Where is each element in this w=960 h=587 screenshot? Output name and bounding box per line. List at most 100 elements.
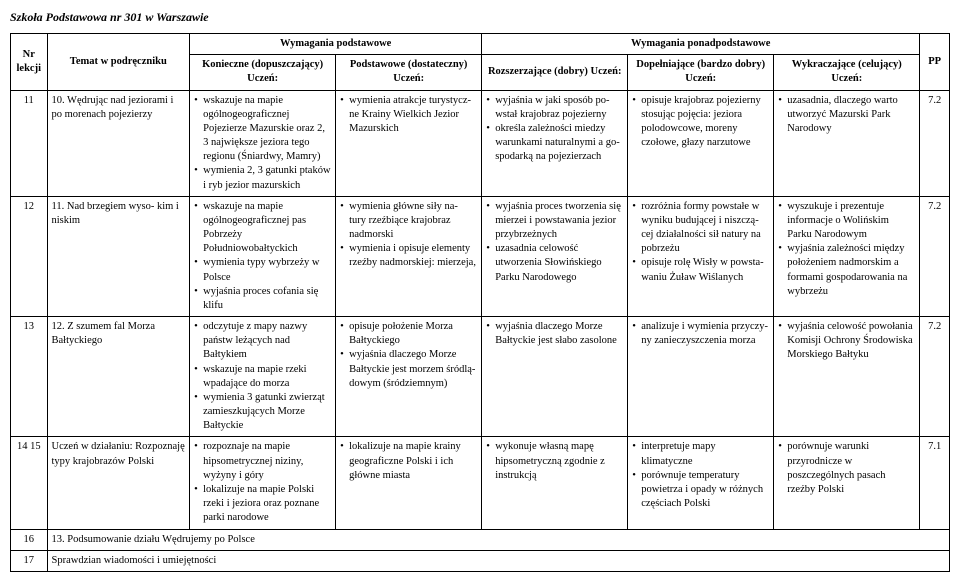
bullet-list: wymienia atrakcje turystycz- ne Krainy W… — [340, 94, 477, 137]
header-pp: PP — [920, 34, 950, 91]
bullet-item: wymienia 3 gatunki zwierząt zamieszkując… — [194, 391, 331, 434]
bullet-item: odczytuje z mapy nazwy państw leżących n… — [194, 320, 331, 363]
cell-nr: 11 — [11, 90, 48, 196]
cell-topic: 12. Z szumem fal Morza Bałtyckiego — [47, 317, 190, 437]
cell-r: wyjaśnia proces tworzenia się mierzei i … — [482, 196, 628, 316]
bullet-list: wyjaśnia w jaki sposób po- wstał krajobr… — [486, 94, 623, 165]
cell-summary: Sprawdzian wiadomości i umiejętności — [47, 550, 950, 571]
table-row: 1613. Podsumowanie działu Wędrujemy po P… — [11, 529, 950, 550]
requirements-table: Nr lekcji Temat w podręczniku Wymagania … — [10, 33, 950, 572]
cell-d: analizuje i wymienia przyczy- ny zaniecz… — [628, 317, 774, 437]
cell-w: wyszukuje i prezentuje informacje o Woli… — [774, 196, 920, 316]
bullet-item: wskazuje na mapie ogólnogeograficznej Po… — [194, 94, 331, 165]
header-extended: Wymagania ponadpodstawowe — [482, 34, 920, 55]
bullet-item: wymienia atrakcje turystycz- ne Krainy W… — [340, 94, 477, 137]
table-row: 1110. Wędrując nad jeziorami i po morena… — [11, 90, 950, 196]
cell-d: interpretuje mapy klimatyczneporównuje t… — [628, 437, 774, 529]
header-topic: Temat w podręczniku — [47, 34, 190, 91]
bullet-list: lokalizuje na mapie krainy geograficzne … — [340, 440, 477, 483]
header-p: Podstawowe (dostateczny) Uczeń: — [336, 55, 482, 90]
cell-r: wyjaśnia dlaczego Morze Bałtyckie jest s… — [482, 317, 628, 437]
bullet-item: lokalizuje na mapie Polski rzeki i jezio… — [194, 483, 331, 526]
bullet-item: porównuje warunki przyrodnicze w poszcze… — [778, 440, 915, 497]
bullet-list: uzasadnia, dlaczego warto utworzyć Mazur… — [778, 94, 915, 137]
bullet-item: wyjaśnia dlaczego Morze Bałtyckie jest s… — [486, 320, 623, 348]
bullet-item: wyjaśnia zależności między położeniem na… — [778, 242, 915, 299]
table-row: 14 15Uczeń w działaniu: Rozpoznaję typy … — [11, 437, 950, 529]
cell-topic: Uczeń w działaniu: Rozpoznaję typy krajo… — [47, 437, 190, 529]
cell-w: uzasadnia, dlaczego warto utworzyć Mazur… — [774, 90, 920, 196]
bullet-item: wyjaśnia celowość powołania Komisji Ochr… — [778, 320, 915, 363]
table-row: 1211. Nad brzegiem wyso- kim i niskimwsk… — [11, 196, 950, 316]
cell-p: lokalizuje na mapie krainy geograficzne … — [336, 437, 482, 529]
bullet-list: wskazuje na mapie ogólnogeograficznej pa… — [194, 200, 331, 313]
bullet-list: interpretuje mapy klimatyczneporównuje t… — [632, 440, 769, 511]
bullet-list: wyjaśnia celowość powołania Komisji Ochr… — [778, 320, 915, 363]
header-k: Konieczne (dopuszczający) Uczeń: — [190, 55, 336, 90]
cell-p: opisuje położenie Morza Bałtyckiegowyjaś… — [336, 317, 482, 437]
bullet-item: wyjaśnia dlaczego Morze Bałtyckie jest m… — [340, 348, 477, 391]
bullet-item: rozróżnia formy powstałe w wyniku budują… — [632, 200, 769, 257]
cell-nr: 13 — [11, 317, 48, 437]
header-nr: Nr lekcji — [11, 34, 48, 91]
bullet-item: wymienia i opisuje elementy rzeźby nadmo… — [340, 242, 477, 270]
cell-w: wyjaśnia celowość powołania Komisji Ochr… — [774, 317, 920, 437]
bullet-item: wyjaśnia proces tworzenia się mierzei i … — [486, 200, 623, 243]
cell-p: wymienia główne siły na- tury rzeźbiące … — [336, 196, 482, 316]
bullet-item: wyjaśnia proces cofania się klifu — [194, 285, 331, 313]
cell-nr: 14 15 — [11, 437, 48, 529]
bullet-item: uzasadnia celowość utworzenia Słowińskie… — [486, 242, 623, 285]
bullet-item: interpretuje mapy klimatyczne — [632, 440, 769, 468]
bullet-item: opisuje położenie Morza Bałtyckiego — [340, 320, 477, 348]
bullet-item: wykonuje własną mapę hipsometryczną zgod… — [486, 440, 623, 483]
bullet-item: wymienia typy wybrzeży w Polsce — [194, 256, 331, 284]
bullet-item: wymienia główne siły na- tury rzeźbiące … — [340, 200, 477, 243]
cell-pp: 7.2 — [920, 90, 950, 196]
bullet-item: opisuje rolę Wisły w powsta- waniu Żuław… — [632, 256, 769, 284]
bullet-list: porównuje warunki przyrodnicze w poszcze… — [778, 440, 915, 497]
bullet-item: opisuje krajobraz pojezierny stosując po… — [632, 94, 769, 151]
cell-p: wymienia atrakcje turystycz- ne Krainy W… — [336, 90, 482, 196]
cell-nr: 16 — [11, 529, 48, 550]
bullet-list: wyjaśnia dlaczego Morze Bałtyckie jest s… — [486, 320, 623, 348]
header-basic: Wymagania podstawowe — [190, 34, 482, 55]
bullet-list: wykonuje własną mapę hipsometryczną zgod… — [486, 440, 623, 483]
cell-w: porównuje warunki przyrodnicze w poszcze… — [774, 437, 920, 529]
bullet-list: wymienia główne siły na- tury rzeźbiące … — [340, 200, 477, 271]
cell-k: wskazuje na mapie ogólnogeograficznej pa… — [190, 196, 336, 316]
bullet-item: określa zależności miedzy warunkami natu… — [486, 122, 623, 165]
bullet-list: analizuje i wymienia przyczy- ny zaniecz… — [632, 320, 769, 348]
table-body: 1110. Wędrując nad jeziorami i po morena… — [11, 90, 950, 571]
bullet-item: lokalizuje na mapie krainy geograficzne … — [340, 440, 477, 483]
bullet-item: wyszukuje i prezentuje informacje o Woli… — [778, 200, 915, 243]
table-row: 17Sprawdzian wiadomości i umiejętności — [11, 550, 950, 571]
bullet-list: rozróżnia formy powstałe w wyniku budują… — [632, 200, 769, 285]
bullet-list: odczytuje z mapy nazwy państw leżących n… — [194, 320, 331, 433]
cell-k: odczytuje z mapy nazwy państw leżących n… — [190, 317, 336, 437]
cell-k: wskazuje na mapie ogólnogeograficznej Po… — [190, 90, 336, 196]
cell-pp: 7.2 — [920, 196, 950, 316]
bullet-item: wyjaśnia w jaki sposób po- wstał krajobr… — [486, 94, 623, 122]
cell-topic: 11. Nad brzegiem wyso- kim i niskim — [47, 196, 190, 316]
table-row: 1312. Z szumem fal Morza Bałtyckiegoodcz… — [11, 317, 950, 437]
bullet-list: rozpoznaje na mapie hipsometrycznej nizi… — [194, 440, 331, 525]
cell-nr: 12 — [11, 196, 48, 316]
cell-r: wykonuje własną mapę hipsometryczną zgod… — [482, 437, 628, 529]
cell-d: rozróżnia formy powstałe w wyniku budują… — [628, 196, 774, 316]
bullet-item: uzasadnia, dlaczego warto utworzyć Mazur… — [778, 94, 915, 137]
document-title: Szkoła Podstawowa nr 301 w Warszawie — [10, 10, 950, 25]
cell-pp: 7.1 — [920, 437, 950, 529]
cell-topic: 10. Wędrując nad jeziorami i po morenach… — [47, 90, 190, 196]
bullet-list: wskazuje na mapie ogólnogeograficznej Po… — [194, 94, 331, 193]
cell-d: opisuje krajobraz pojezierny stosując po… — [628, 90, 774, 196]
cell-pp: 7.2 — [920, 317, 950, 437]
header-r: Rozszerzające (dobry) Uczeń: — [482, 55, 628, 90]
bullet-item: porównuje temperatury powietrza i opady … — [632, 469, 769, 512]
header-w: Wykraczające (celujący) Uczeń: — [774, 55, 920, 90]
bullet-list: opisuje położenie Morza Bałtyckiegowyjaś… — [340, 320, 477, 391]
header-d: Dopełniające (bardzo dobry) Uczeń: — [628, 55, 774, 90]
bullet-list: wyjaśnia proces tworzenia się mierzei i … — [486, 200, 623, 285]
bullet-item: rozpoznaje na mapie hipsometrycznej nizi… — [194, 440, 331, 483]
bullet-list: wyszukuje i prezentuje informacje o Woli… — [778, 200, 915, 299]
cell-summary: 13. Podsumowanie działu Wędrujemy po Pol… — [47, 529, 950, 550]
